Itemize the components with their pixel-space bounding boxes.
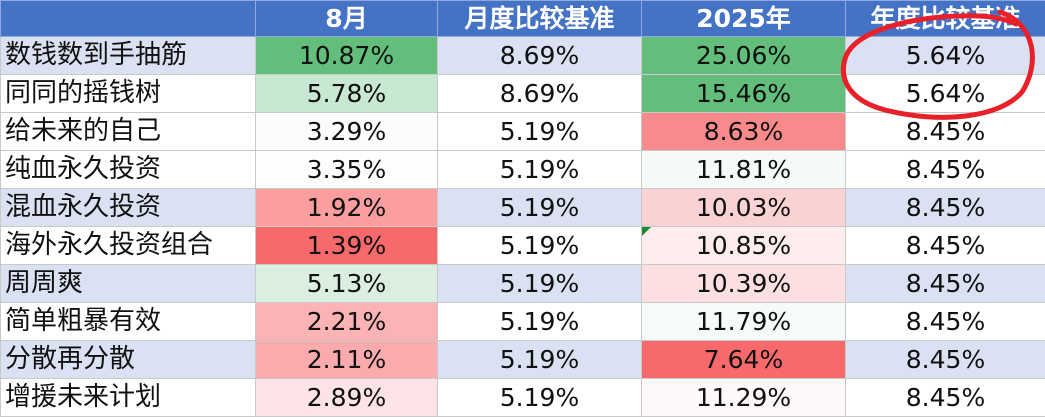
spreadsheet: 8月 月度比较基准 2025年 年度比较基准 数钱数到手抽筋 10.87% 8.… [0, 0, 1045, 408]
table-row: 数钱数到手抽筋 10.87% 8.69% 25.06% 5.64% [1, 37, 1045, 75]
header-ytd[interactable]: 2025年 [642, 1, 846, 37]
table-row: 海外永久投资组合 1.39% 5.19% 10.85% 8.45% [1, 227, 1045, 265]
table-row: 同同的摇钱树 5.78% 8.69% 15.46% 5.64% [1, 75, 1045, 113]
header-aug[interactable]: 8月 [256, 1, 438, 37]
table-row: 混血永久投资 1.92% 5.19% 10.03% 8.45% [1, 189, 1045, 227]
fund-name-cell[interactable]: 海外永久投资组合 [1, 227, 256, 265]
year-bench-cell[interactable]: 8.45% [846, 341, 1045, 379]
fund-name-cell[interactable]: 增援未来计划 [1, 379, 256, 417]
fund-name-cell[interactable]: 分散再分散 [1, 341, 256, 379]
header-month-bench[interactable]: 月度比较基准 [438, 1, 642, 37]
month-bench-cell[interactable]: 5.19% [438, 303, 642, 341]
month-bench-cell[interactable]: 5.19% [438, 151, 642, 189]
ytd-return-value: 10.85% [696, 231, 791, 260]
table-row: 纯血永久投资 3.35% 5.19% 11.81% 8.45% [1, 151, 1045, 189]
year-bench-cell[interactable]: 8.45% [846, 189, 1045, 227]
ytd-return-cell[interactable]: 11.81% [642, 151, 846, 189]
year-bench-cell[interactable]: 5.64% [846, 37, 1045, 75]
table-body: 数钱数到手抽筋 10.87% 8.69% 25.06% 5.64% 同同的摇钱树… [1, 37, 1045, 417]
ytd-return-cell[interactable]: 11.79% [642, 303, 846, 341]
header-row: 8月 月度比较基准 2025年 年度比较基准 [1, 1, 1045, 37]
month-bench-cell[interactable]: 5.19% [438, 265, 642, 303]
year-bench-cell[interactable]: 8.45% [846, 379, 1045, 417]
table-row: 周周爽 5.13% 5.19% 10.39% 8.45% [1, 265, 1045, 303]
aug-return-cell[interactable]: 3.35% [256, 151, 438, 189]
fund-name-cell[interactable]: 给未来的自己 [1, 113, 256, 151]
month-bench-cell[interactable]: 8.69% [438, 37, 642, 75]
ytd-return-cell[interactable]: 25.06% [642, 37, 846, 75]
month-bench-cell[interactable]: 5.19% [438, 379, 642, 417]
aug-return-cell[interactable]: 5.78% [256, 75, 438, 113]
ytd-return-cell[interactable]: 7.64% [642, 341, 846, 379]
fund-name-cell[interactable]: 周周爽 [1, 265, 256, 303]
fund-name-cell[interactable]: 简单粗暴有效 [1, 303, 256, 341]
table-row: 分散再分散 2.11% 5.19% 7.64% 8.45% [1, 341, 1045, 379]
fund-name-cell[interactable]: 混血永久投资 [1, 189, 256, 227]
table-row: 增援未来计划 2.89% 5.19% 11.29% 8.45% [1, 379, 1045, 417]
month-bench-cell[interactable]: 5.19% [438, 189, 642, 227]
ytd-return-cell[interactable]: 10.85% [642, 227, 846, 265]
aug-return-cell[interactable]: 3.29% [256, 113, 438, 151]
aug-return-cell[interactable]: 1.92% [256, 189, 438, 227]
aug-return-cell[interactable]: 2.89% [256, 379, 438, 417]
year-bench-cell[interactable]: 8.45% [846, 265, 1045, 303]
aug-return-cell[interactable]: 5.13% [256, 265, 438, 303]
fund-name-cell[interactable]: 同同的摇钱树 [1, 75, 256, 113]
aug-return-cell[interactable]: 2.21% [256, 303, 438, 341]
fund-name-cell[interactable]: 纯血永久投资 [1, 151, 256, 189]
aug-return-cell[interactable]: 1.39% [256, 227, 438, 265]
aug-return-cell[interactable]: 2.11% [256, 341, 438, 379]
ytd-return-cell[interactable]: 10.39% [642, 265, 846, 303]
ytd-return-cell[interactable]: 15.46% [642, 75, 846, 113]
table-row: 简单粗暴有效 2.21% 5.19% 11.79% 8.45% [1, 303, 1045, 341]
year-bench-cell[interactable]: 8.45% [846, 151, 1045, 189]
ytd-return-cell[interactable]: 8.63% [642, 113, 846, 151]
header-year-bench[interactable]: 年度比较基准 [846, 1, 1045, 37]
header-name-cell[interactable] [1, 1, 256, 37]
year-bench-cell[interactable]: 5.64% [846, 75, 1045, 113]
table-row: 给未来的自己 3.29% 5.19% 8.63% 8.45% [1, 113, 1045, 151]
year-bench-cell[interactable]: 8.45% [846, 303, 1045, 341]
month-bench-cell[interactable]: 5.19% [438, 341, 642, 379]
month-bench-cell[interactable]: 8.69% [438, 75, 642, 113]
month-bench-cell[interactable]: 5.19% [438, 113, 642, 151]
month-bench-cell[interactable]: 5.19% [438, 227, 642, 265]
year-bench-cell[interactable]: 8.45% [846, 227, 1045, 265]
year-bench-cell[interactable]: 8.45% [846, 113, 1045, 151]
comment-indicator-icon[interactable] [642, 227, 651, 236]
fund-name-cell[interactable]: 数钱数到手抽筋 [1, 37, 256, 75]
ytd-return-cell[interactable]: 11.29% [642, 379, 846, 417]
aug-return-cell[interactable]: 10.87% [256, 37, 438, 75]
ytd-return-cell[interactable]: 10.03% [642, 189, 846, 227]
